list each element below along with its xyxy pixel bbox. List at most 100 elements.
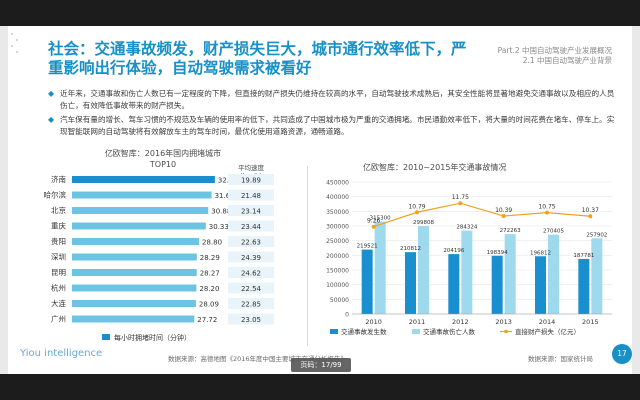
casualty-bar [418,226,429,314]
speed-cell [228,282,274,294]
accident-count-bar [578,258,590,314]
property-loss-label: 10.39 [495,207,512,214]
legend-swatch [330,329,338,334]
x-tick-label: 2011 [409,318,426,326]
speed-cell [228,189,274,201]
speed-cell [228,236,274,247]
slide: 社会：交通事故频发，财产损失巨大，城市通行效率低下，严重影响出行体验，自动驾驶需… [8,26,632,374]
accident-count-bar [405,252,416,314]
avg-speed-value: 23.44 [241,223,262,231]
city-label: 大连 [51,298,66,308]
viewer-bottom-bar [0,374,640,400]
x-tick-label: 2015 [582,318,599,326]
accident-count-label: 219521 [357,244,378,250]
x-tick-label: 2012 [452,318,469,326]
city-label: 贵阳 [51,236,66,246]
property-loss-label: 10.37 [582,207,599,214]
chart-divider [307,166,308,346]
casualty-label: 270405 [543,229,564,235]
y-tick-label: 0 [345,312,349,319]
casualty-bar [374,221,386,314]
city-label: 深圳 [51,252,66,262]
legend-swatch [102,334,110,340]
chart1-title-line1: 亿欧智库：2016年国内拥堵城市 [104,149,222,158]
city-label: 北京 [51,205,66,215]
congestion-value-label: 30.33 [209,223,229,231]
page-indicator[interactable]: 页码：17/99 [291,358,351,372]
property-loss-point [501,214,506,219]
y-tick-label: 450000 [326,180,349,187]
accident-count-label: 204196 [443,248,464,254]
legend-swatch [412,329,420,334]
accident-count-label: 210812 [400,246,421,252]
chart2-accident-combo-chart: 0 50000 100000 150000 200000 250000 300000 3500… [326,180,612,336]
bullet-list: ◆ 近年来，交通事故和伤亡人数已有一定程度的下降，但直接的财产损失仍维持在较高的… [48,88,616,140]
chart2-title: 亿欧智库：2010~2015年交通事故情况 [363,163,507,172]
congestion-bar [72,176,215,183]
avg-speed-value: 21.48 [241,192,261,200]
congestion-value-label: 27.72 [197,316,217,324]
city-label: 哈尔滨 [44,190,67,200]
accident-count-label: 196812 [530,250,551,256]
congestion-bar [72,238,200,245]
casualty-label: 315300 [370,216,391,222]
bullet-text: 汽车保有量的增长、驾车习惯的不规范及车辆的使用率的低下，共同造成了中国城市极为严… [60,115,615,136]
casualty-label: 257902 [586,232,607,238]
chart1-title-line2: TOP10 [149,160,177,169]
y-tick-label: 250000 [326,238,349,245]
congestion-bar [72,191,212,199]
legend-label: 直接财产损失（亿元） [515,327,580,336]
city-label: 济南 [51,174,66,184]
congestion-bar [72,284,197,292]
speed-cell [228,267,274,278]
y-tick-label: 300000 [326,224,349,231]
casualty-bar [504,234,516,314]
section-sub: 2.1 中国自动驾驶产业背景 [522,56,612,65]
accident-count-bar [448,254,460,314]
legend-label: 每小时拥堵时间（分钟） [114,333,191,342]
section-label: Part.2 中国自动驾驶产业发展概况 2.1 中国自动驾驶产业背景 [498,46,612,66]
property-loss-point [415,210,419,215]
speed-cell [228,313,274,325]
congestion-bar [72,300,196,307]
bullet-text: 近年来，交通事故和伤亡人数已有一定程度的下降，但直接的财产损失仍维持在较高的水平… [60,89,615,110]
accident-count-label: 187781 [573,253,594,259]
congestion-bar [72,253,197,261]
avg-speed-value: 22.54 [241,285,262,293]
viewer-top-bar [0,0,640,26]
speed-cell [228,174,274,185]
congestion-value-label: 28.27 [200,270,220,278]
speed-cell [228,298,274,309]
congestion-bar [72,222,206,230]
congestion-bar [72,315,195,323]
avg-speed-value: 22.63 [241,239,261,247]
speed-cell [228,251,274,263]
property-loss-label: 11.75 [452,194,469,201]
avg-speed-value: 23.05 [241,316,261,324]
property-loss-label: 10.75 [538,204,555,211]
brand-logo: Yiou intelligence [20,348,103,359]
accident-count-label: 198394 [487,250,508,256]
avg-speed-value: 24.62 [241,270,261,278]
congestion-value-label: 32.39 [218,177,238,185]
diamond-bullet-icon: ◆ [48,115,55,124]
slide-title: 社会：交通事故频发，财产损失巨大，城市通行效率低下，严重影响出行体验，自动驾驶需… [48,40,467,77]
x-tick-label: 2010 [365,318,382,326]
bullet-item: ◆ 近年来，交通事故和伤亡人数已有一定程度的下降，但直接的财产损失仍维持在较高的… [48,88,616,112]
decorative-dots [11,33,18,53]
casualty-bar [548,234,559,314]
congestion-value-label: 28.09 [199,301,219,309]
x-tick-label: 2014 [539,318,556,326]
city-label: 重庆 [51,221,66,231]
congestion-value-label: 28.29 [200,254,220,262]
accident-count-bar [361,249,373,314]
avg-speed-value: 19.89 [241,177,261,185]
page-number-badge: 17 [612,344,632,364]
y-tick-label: 350000 [326,209,349,216]
diamond-bullet-icon: ◆ [48,89,55,98]
speed-cell [228,205,274,216]
avg-speed-value: 23.14 [241,208,262,216]
legend-label: 交通事故发生数 [341,327,387,336]
congestion-value-label: 28.20 [199,285,219,293]
bullet-item: ◆ 汽车保有量的增长、驾车习惯的不规范及车辆的使用率的低下，共同造成了中国城市极… [48,114,616,138]
